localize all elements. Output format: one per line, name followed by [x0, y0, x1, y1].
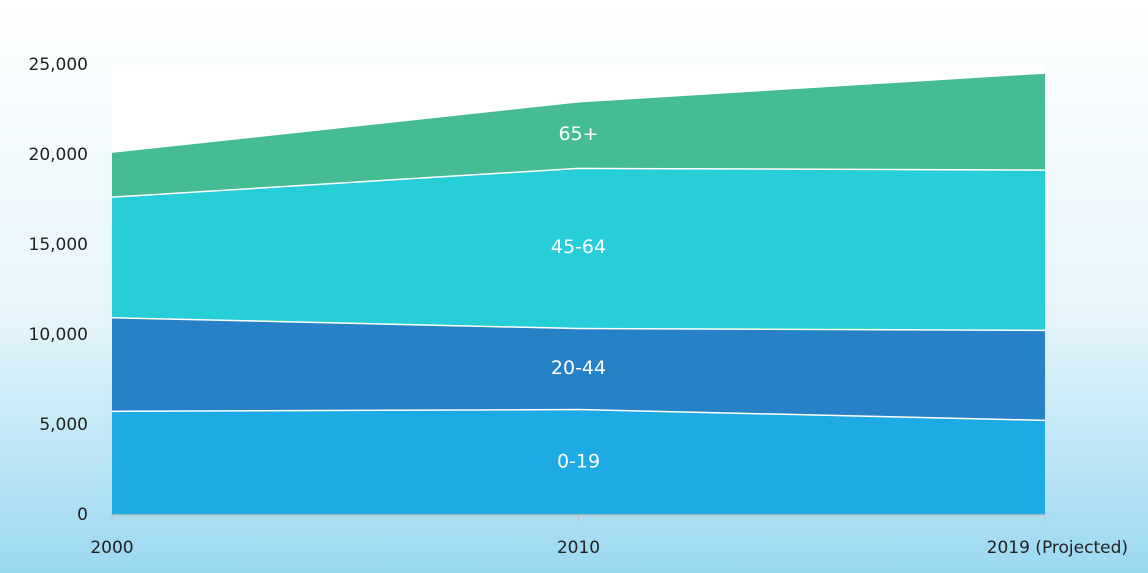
- y-tick-label: 20,000: [29, 145, 88, 165]
- y-tick-label: 15,000: [29, 235, 88, 255]
- y-tick-label: 0: [77, 505, 88, 525]
- series-label: 45-64: [551, 236, 606, 258]
- x-tick-label: 2010: [557, 538, 600, 558]
- area: [112, 408, 1045, 515]
- area: [112, 72, 1045, 197]
- area: [112, 317, 1045, 420]
- series-label: 20-44: [551, 357, 606, 379]
- x-tick-label: 2000: [90, 538, 133, 558]
- y-tick-label: 5,000: [39, 415, 88, 435]
- area-edge: [111, 70, 1046, 153]
- area: [112, 167, 1045, 330]
- y-tick-label: 25,000: [29, 55, 88, 75]
- series-label: 65+: [558, 123, 598, 145]
- y-tick-label: 10,000: [29, 325, 88, 345]
- x-tick-label: 2019 (Projected): [987, 538, 1128, 558]
- series-label: 0-19: [557, 450, 600, 472]
